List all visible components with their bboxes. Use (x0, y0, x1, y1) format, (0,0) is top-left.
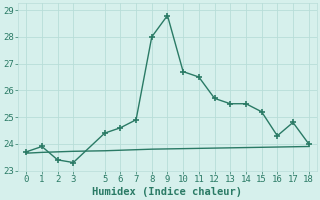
X-axis label: Humidex (Indice chaleur): Humidex (Indice chaleur) (92, 186, 243, 197)
